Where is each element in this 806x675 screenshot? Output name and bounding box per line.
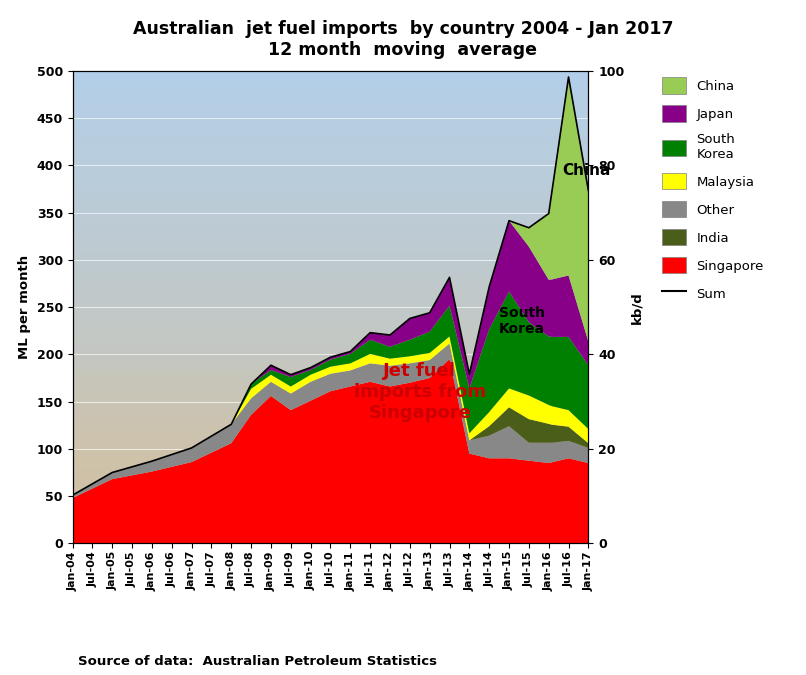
Text: South
Korea: South Korea <box>499 306 545 336</box>
Text: Source of data:  Australian Petroleum Statistics: Source of data: Australian Petroleum Sta… <box>78 655 438 668</box>
Text: Jet fuel
imports from
Singapore: Jet fuel imports from Singapore <box>354 362 486 422</box>
Legend: China, Japan, South
Korea, Malaysia, Other, India, Singapore, Sum: China, Japan, South Korea, Malaysia, Oth… <box>662 78 764 301</box>
Text: Australian  jet fuel imports  by country 2004 - Jan 2017
12 month  moving  avera: Australian jet fuel imports by country 2… <box>133 20 673 59</box>
Y-axis label: kb/d: kb/d <box>630 291 643 323</box>
Y-axis label: ML per month: ML per month <box>18 255 31 359</box>
Text: China: China <box>562 163 610 178</box>
